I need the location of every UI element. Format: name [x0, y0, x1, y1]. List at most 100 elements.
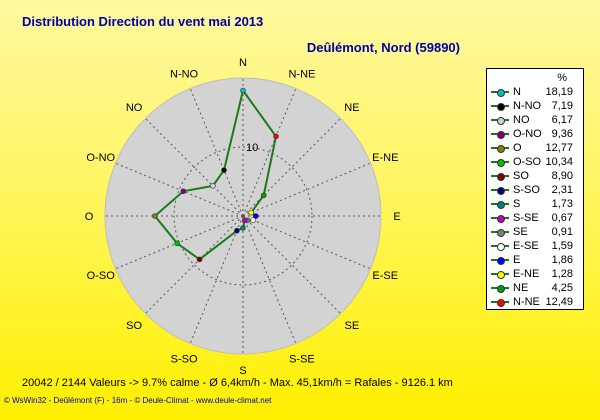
legend-marker	[497, 103, 505, 111]
legend-row-s: S 1,73	[487, 197, 583, 211]
direction-label-s: S	[239, 365, 246, 377]
legend-direction: S-SO	[513, 184, 540, 196]
legend-direction: NO	[513, 114, 530, 126]
data-point-n-no	[221, 167, 227, 173]
legend-unit: %	[557, 72, 567, 84]
radar-ring-10	[173, 146, 313, 286]
data-point-so	[196, 256, 203, 263]
direction-label-n-no: N-NO	[170, 69, 199, 81]
legend-value: 6,17	[551, 114, 573, 126]
data-point-e-ne	[248, 209, 254, 216]
legend-value: 12,77	[545, 142, 573, 154]
legend-row-n-no: N-NO 7,19	[487, 99, 583, 113]
legend-value: 1,86	[551, 254, 573, 266]
data-point-o	[152, 213, 158, 219]
legend-marker	[497, 201, 505, 209]
legend-marker	[497, 159, 505, 167]
legend-direction: N-NO	[513, 100, 542, 112]
direction-label-o-no: O-NO	[86, 152, 115, 164]
radar-spoke	[189, 88, 244, 217]
data-point-n	[240, 87, 246, 94]
legend-direction: E-SE	[513, 240, 539, 252]
legend-row-no: NO 6,17	[487, 113, 583, 127]
direction-label-e-ne: E-NE	[372, 152, 398, 164]
direction-label-s-so: S-SO	[171, 353, 198, 365]
radar-spoke	[115, 162, 244, 217]
legend-value: 0,91	[551, 226, 573, 238]
data-point-s-se	[241, 217, 248, 224]
legend-direction: SE	[513, 226, 528, 238]
legend-direction: O-NO	[513, 128, 542, 140]
direction-label-e-se: E-SE	[372, 270, 398, 282]
legend-value: 7,19	[551, 100, 573, 112]
legend-row-n-ne: N-NE 12,49	[487, 295, 583, 309]
legend-row-s-so: S-SO 2,31	[487, 183, 583, 197]
direction-label-o: O	[85, 211, 94, 223]
legend-marker	[497, 145, 505, 153]
legend-row-o: O 12,77	[487, 141, 583, 155]
legend-row-ne: NE 4,25	[487, 281, 583, 295]
legend-marker	[497, 271, 505, 279]
legend-direction: E-NE	[513, 268, 540, 280]
legend-marker	[497, 257, 505, 265]
legend-marker	[497, 89, 505, 97]
legend-marker	[497, 243, 505, 251]
legend-direction: S	[513, 198, 521, 210]
direction-label-o-so: O-SO	[87, 270, 116, 282]
chart-title: Distribution Direction du vent mai 2013	[22, 14, 264, 29]
legend-marker	[497, 229, 505, 237]
legend-value: 1,28	[551, 268, 573, 280]
data-point-n-ne	[273, 133, 279, 140]
radar-spoke	[242, 88, 297, 217]
data-point-e	[253, 213, 259, 219]
legend-value: 4,25	[551, 282, 573, 294]
data-point-ne	[260, 192, 267, 199]
legend-row-o-no: O-NO 9,36	[487, 127, 583, 141]
legend-marker	[497, 299, 505, 307]
legend-marker	[497, 187, 505, 195]
legend-direction: N	[513, 86, 521, 98]
legend-direction: SO	[513, 170, 529, 182]
legend-value: 10,34	[545, 156, 573, 168]
data-point-no	[210, 183, 216, 189]
data-point-s	[240, 225, 246, 231]
location-subtitle: Deûlémont, Nord (59890)	[306, 40, 460, 55]
legend: % N 18,19 N-NO 7,19 NO 6,17 O-NO 9,36 O 12,77 O-SO…	[486, 68, 584, 310]
legend-value: 1,73	[551, 198, 573, 210]
direction-label-n: N	[239, 57, 247, 69]
legend-value: 9,36	[551, 128, 573, 140]
legend-row-s-se: S-SE 0,67	[487, 211, 583, 225]
legend-direction: NE	[513, 282, 529, 294]
legend-marker	[497, 117, 505, 125]
legend-direction: S-SE	[513, 212, 539, 224]
legend-row-so: SO 8,90	[487, 169, 583, 183]
legend-direction: O	[513, 142, 522, 154]
direction-label-ne: NE	[344, 102, 359, 114]
legend-value: 1,59	[551, 240, 573, 252]
legend-marker	[497, 285, 505, 293]
legend-row-e-ne: E-NE 1,28	[487, 267, 583, 281]
data-point-o-so	[174, 240, 180, 247]
legend-direction: E	[513, 254, 521, 266]
direction-label-n-ne: N-NE	[288, 69, 315, 81]
legend-value: 18,19	[545, 86, 573, 98]
direction-label-se: SE	[345, 320, 360, 332]
legend-marker	[497, 173, 505, 181]
legend-row-n: N 18,19	[487, 85, 583, 99]
legend-row-o-so: O-SO 10,34	[487, 155, 583, 169]
radial-tick-label: 10	[246, 142, 258, 154]
credits: © WsWin32 - Deûlémont (F) - 16m - © Deul…	[4, 396, 272, 405]
data-point-e-se	[250, 217, 256, 223]
direction-label-no: NO	[126, 102, 143, 114]
radar-spoke	[242, 215, 341, 314]
legend-marker	[497, 131, 505, 139]
legend-value: 8,90	[551, 170, 573, 182]
direction-label-so: SO	[126, 320, 142, 332]
radar-spoke	[115, 215, 244, 270]
radar-spoke	[242, 118, 341, 217]
footer-stats: 20042 / 2144 Valeurs -> 9.7% calme - Ø 6…	[22, 377, 453, 389]
direction-label-s-se: S-SE	[289, 353, 315, 365]
legend-value: 12,49	[545, 296, 573, 308]
data-point-s-so	[234, 227, 240, 234]
